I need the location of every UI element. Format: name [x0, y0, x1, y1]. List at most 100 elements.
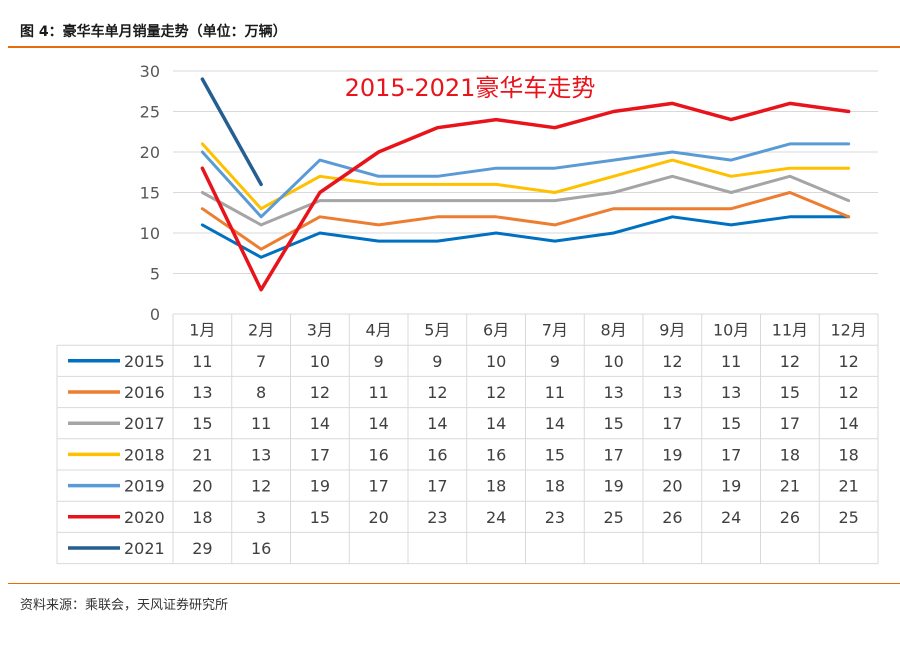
x-category-label: 2月: [248, 321, 274, 340]
legend-label: 2015: [124, 352, 165, 371]
data-cell: 10: [603, 352, 623, 371]
y-tick-label: 25: [140, 103, 160, 122]
data-cell: 24: [486, 508, 506, 527]
data-cell: 13: [721, 383, 741, 402]
data-cell: 15: [192, 414, 212, 433]
data-cell: 15: [545, 445, 565, 464]
data-cell: 23: [427, 508, 447, 527]
data-cell: 16: [368, 445, 388, 464]
data-cell: 20: [368, 508, 388, 527]
data-cell: 9: [374, 352, 384, 371]
data-cell: 25: [838, 508, 858, 527]
data-cell: 12: [662, 352, 682, 371]
data-cell: 21: [780, 477, 800, 496]
data-cell: 18: [780, 445, 800, 464]
data-cell: 18: [545, 477, 565, 496]
data-cell: 19: [603, 477, 623, 496]
legend-label: 2018: [124, 445, 165, 464]
data-cell: 15: [780, 383, 800, 402]
y-tick-label: 20: [140, 143, 160, 162]
data-cell: 8: [256, 383, 266, 402]
data-cell: 23: [545, 508, 565, 527]
x-category-label: 1月: [189, 321, 215, 340]
data-cell: 12: [251, 477, 271, 496]
data-cell: 17: [662, 414, 682, 433]
data-cell: 20: [662, 477, 682, 496]
data-cell: 15: [721, 414, 741, 433]
data-cell: 13: [192, 383, 212, 402]
data-cell: 12: [838, 383, 858, 402]
data-cell: 12: [838, 352, 858, 371]
series-line-2020: [200, 101, 851, 292]
legend-label: 2017: [124, 414, 165, 433]
data-cell: 21: [192, 445, 212, 464]
data-cell: 18: [486, 477, 506, 496]
x-category-label: 7月: [542, 321, 568, 340]
data-cell: 16: [427, 445, 447, 464]
data-cell: 29: [192, 539, 212, 558]
series-line-2018: [200, 142, 851, 211]
x-category-label: 3月: [307, 321, 333, 340]
data-cell: 15: [310, 508, 330, 527]
chart-title: 2015-2021豪华车走势: [345, 74, 596, 102]
data-cell: 12: [486, 383, 506, 402]
data-cell: 20: [192, 477, 212, 496]
figure-title: 图 4：豪华车单月销量走势（单位：万辆）: [20, 24, 287, 40]
data-cell: 17: [721, 445, 741, 464]
data-cell: 15: [603, 414, 623, 433]
data-cell: 11: [721, 352, 741, 371]
data-cell: 11: [368, 383, 388, 402]
series-line-2019: [200, 142, 851, 219]
source-note: 资料来源：乘联会，天风证券研究所: [20, 598, 229, 613]
source-divider: [8, 583, 900, 584]
legend-label: 2016: [124, 383, 165, 402]
data-cell: 11: [251, 414, 271, 433]
x-category-label: 11月: [772, 321, 808, 340]
data-cell: 12: [427, 383, 447, 402]
y-tick-label: 0: [150, 305, 160, 324]
series-line-2021: [200, 77, 263, 187]
legend-label: 2021: [124, 539, 165, 558]
data-cell: 14: [310, 414, 330, 433]
x-category-label: 10月: [713, 321, 749, 340]
data-cell: 11: [192, 352, 212, 371]
data-cell: 12: [780, 352, 800, 371]
data-cell: 17: [368, 477, 388, 496]
data-cell: 17: [603, 445, 623, 464]
legend-label: 2020: [124, 508, 165, 527]
data-cell: 18: [838, 445, 858, 464]
data-cell: 16: [486, 445, 506, 464]
x-category-label: 12月: [830, 321, 866, 340]
series-line-2015: [200, 215, 851, 259]
data-cell: 9: [550, 352, 560, 371]
data-cell: 19: [310, 477, 330, 496]
x-category-label: 5月: [424, 321, 450, 340]
data-cell: 14: [838, 414, 858, 433]
x-category-label: 4月: [366, 321, 392, 340]
data-cell: 9: [432, 352, 442, 371]
data-cell: 17: [310, 445, 330, 464]
y-tick-label: 5: [150, 265, 160, 284]
x-category-label: 8月: [601, 321, 627, 340]
data-cell: 24: [721, 508, 741, 527]
data-cell: 11: [545, 383, 565, 402]
series-line-2016: [200, 191, 851, 251]
title-divider: [8, 46, 900, 48]
data-cell: 14: [545, 414, 565, 433]
data-cell: 19: [662, 445, 682, 464]
data-cell: 21: [838, 477, 858, 496]
data-cell: 17: [780, 414, 800, 433]
legend-label: 2019: [124, 477, 165, 496]
data-cell: 14: [486, 414, 506, 433]
y-tick-label: 10: [140, 224, 160, 243]
data-cell: 16: [251, 539, 271, 558]
data-cell: 3: [256, 508, 266, 527]
data-cell: 26: [662, 508, 682, 527]
x-category-label: 9月: [659, 321, 685, 340]
data-cell: 10: [486, 352, 506, 371]
data-cell: 17: [427, 477, 447, 496]
data-cell: 26: [780, 508, 800, 527]
data-cell: 25: [603, 508, 623, 527]
data-cell: 13: [603, 383, 623, 402]
